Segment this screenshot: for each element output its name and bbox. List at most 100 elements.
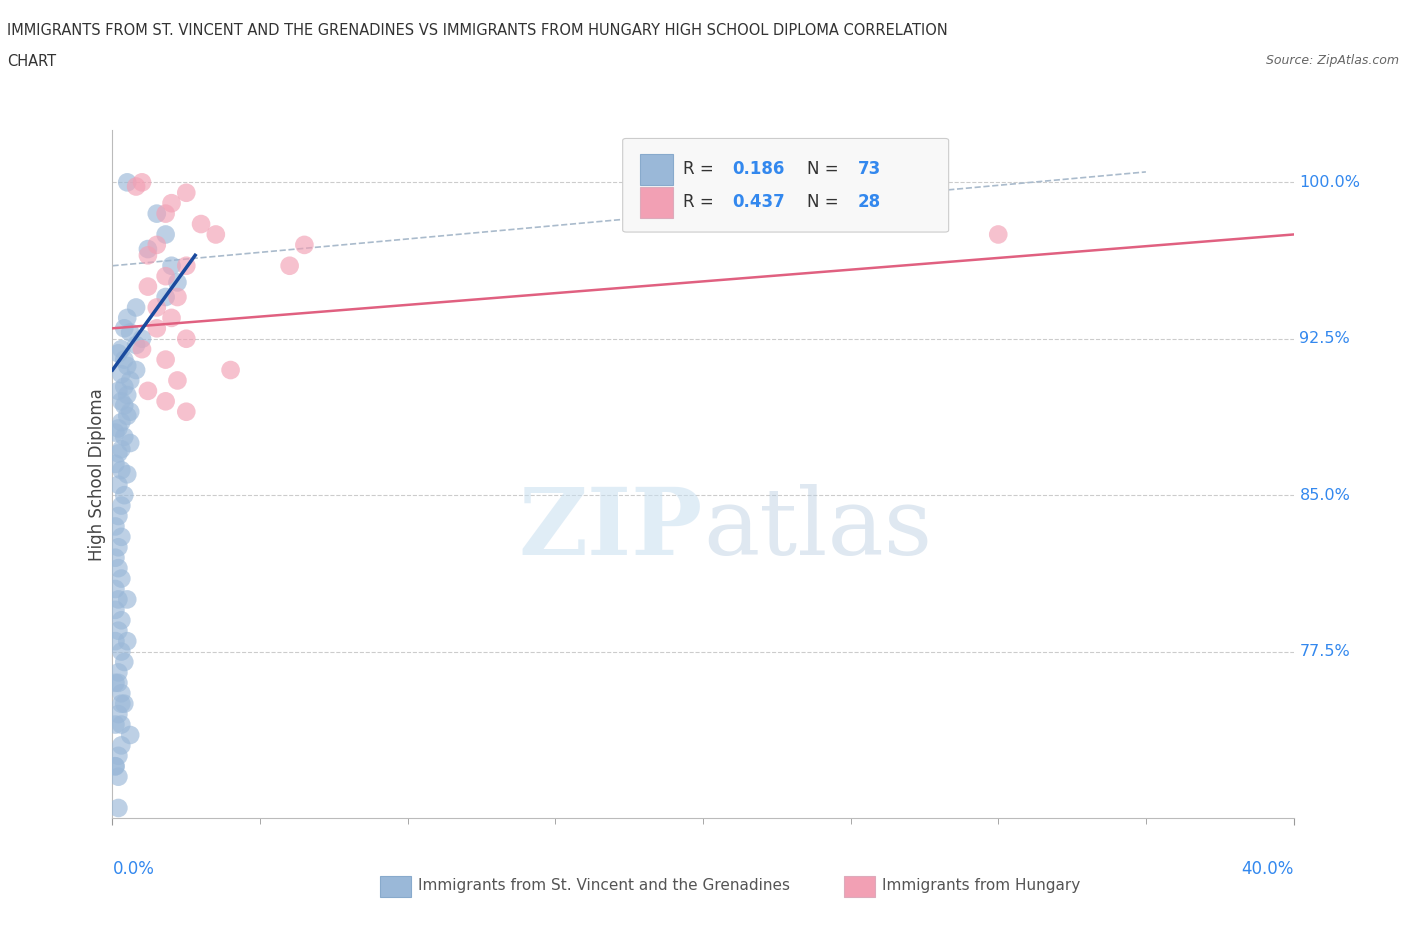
Point (110, 341, 132, 356)
Point (136, 279, 159, 294)
Point (120, 405, 142, 419)
Point (692, 195, 714, 210)
Text: 28: 28 (858, 193, 880, 211)
Point (160, 311, 183, 325)
Point (107, 561, 129, 576)
Point (110, 415, 132, 430)
Point (155, 352, 177, 367)
Point (107, 509, 129, 524)
Point (155, 394, 177, 409)
Point (110, 644, 132, 659)
Point (292, 237, 315, 252)
Point (131, 175, 153, 190)
Text: Immigrants from St. Vincent and the Grenadines: Immigrants from St. Vincent and the Gren… (418, 878, 790, 893)
Text: ZIP: ZIP (519, 485, 703, 575)
Point (166, 275, 188, 290)
Point (166, 289, 188, 304)
FancyBboxPatch shape (623, 139, 949, 232)
Point (174, 405, 197, 419)
Text: N =: N = (807, 193, 844, 211)
Point (107, 446, 129, 461)
Text: Source: ZipAtlas.com: Source: ZipAtlas.com (1265, 54, 1399, 67)
Point (112, 379, 135, 394)
Point (136, 383, 159, 398)
Point (117, 467, 138, 482)
Point (110, 717, 132, 732)
Text: R =: R = (683, 193, 718, 211)
Point (110, 571, 132, 586)
Point (107, 346, 129, 361)
Point (112, 430, 135, 445)
Point (146, 237, 169, 252)
Point (155, 227, 177, 242)
Point (120, 373, 142, 388)
Point (136, 242, 159, 257)
Point (190, 217, 212, 232)
Text: 85.0%: 85.0% (1299, 487, 1350, 502)
Text: 77.5%: 77.5% (1299, 644, 1350, 659)
Point (125, 300, 148, 315)
Point (125, 179, 148, 194)
Text: 0.0%: 0.0% (112, 859, 155, 878)
Point (987, 227, 1010, 242)
Text: IMMIGRANTS FROM ST. VINCENT AND THE GRENADINES VS IMMIGRANTS FROM HUNGARY HIGH S: IMMIGRANTS FROM ST. VINCENT AND THE GREN… (7, 23, 948, 38)
Text: atlas: atlas (703, 485, 932, 575)
Point (120, 435, 142, 450)
Point (107, 477, 129, 492)
Point (131, 331, 153, 346)
Point (104, 675, 127, 690)
Text: N =: N = (807, 161, 844, 179)
Point (160, 259, 183, 273)
Text: R =: R = (683, 161, 718, 179)
Point (110, 529, 132, 544)
Point (120, 326, 142, 340)
Point (107, 769, 129, 784)
Point (117, 311, 138, 325)
Point (112, 398, 135, 413)
Point (112, 487, 135, 502)
Point (117, 408, 138, 423)
Point (155, 269, 177, 284)
Point (104, 759, 127, 774)
Point (110, 394, 132, 409)
Text: 100.0%: 100.0% (1299, 175, 1361, 190)
Point (104, 581, 127, 596)
Point (107, 383, 129, 398)
Point (107, 675, 129, 690)
Point (146, 300, 169, 315)
Point (104, 633, 127, 648)
Point (104, 457, 127, 472)
Point (110, 366, 132, 381)
Point (104, 425, 127, 440)
Point (110, 738, 132, 753)
Point (117, 388, 138, 403)
Point (155, 289, 177, 304)
Text: 40.0%: 40.0% (1241, 859, 1294, 878)
Point (104, 603, 127, 618)
Point (155, 206, 177, 221)
Point (146, 206, 169, 221)
Point (107, 665, 129, 680)
Point (110, 697, 132, 711)
Point (131, 341, 153, 356)
Point (112, 352, 135, 367)
Point (110, 463, 132, 478)
Point (107, 801, 129, 816)
FancyBboxPatch shape (640, 154, 673, 185)
Point (107, 623, 129, 638)
Point (104, 551, 127, 565)
Point (174, 185, 197, 200)
Point (146, 321, 169, 336)
Text: 0.186: 0.186 (733, 161, 785, 179)
Point (117, 358, 138, 373)
Point (136, 248, 159, 263)
Point (174, 331, 197, 346)
Point (107, 749, 129, 764)
Point (112, 655, 135, 670)
Point (104, 759, 127, 774)
Text: Immigrants from Hungary: Immigrants from Hungary (882, 878, 1080, 893)
Point (107, 421, 129, 436)
Point (104, 717, 127, 732)
Point (160, 195, 183, 210)
Point (117, 592, 138, 607)
